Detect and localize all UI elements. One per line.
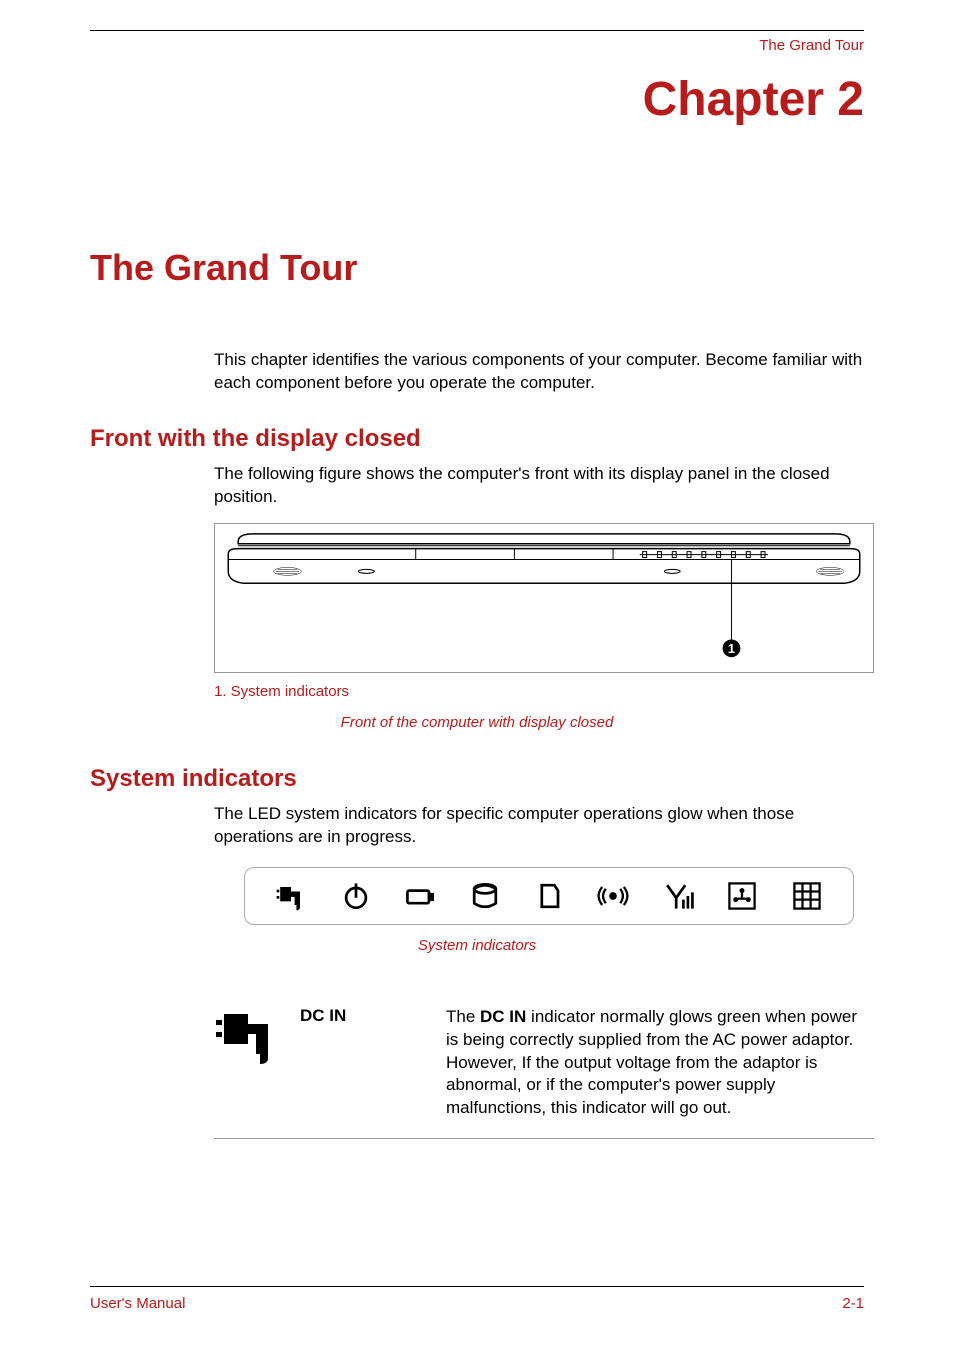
section-heading-indicators: System indicators <box>90 765 864 793</box>
section2-paragraph: The LED system indicators for specific c… <box>214 803 864 849</box>
battery-icon <box>402 878 438 914</box>
running-head: The Grand Tour <box>90 37 864 54</box>
section-heading-front: Front with the display closed <box>90 425 864 453</box>
indicators-panel <box>244 867 854 925</box>
indicator-row-dcin: DC IN The DC IN indicator normally glows… <box>214 988 874 1140</box>
memory-card-icon <box>531 878 567 914</box>
footer-right: 2-1 <box>842 1295 864 1312</box>
wwan-antenna-icon <box>660 878 696 914</box>
chapter-title: Chapter 2 <box>90 72 864 127</box>
header-rule <box>90 30 864 31</box>
figure-label-1: 1. System indicators <box>214 683 864 700</box>
figure1-caption: Front of the computer with display close… <box>90 714 864 731</box>
dc-in-icon <box>273 878 309 914</box>
figure2-caption: System indicators <box>90 937 864 954</box>
dc-in-large-icon <box>214 1006 284 1071</box>
section1-paragraph: The following figure shows the computer'… <box>214 463 864 509</box>
dcin-description: The DC IN indicator normally glows green… <box>446 1006 874 1121</box>
grid-icon <box>789 878 825 914</box>
page-footer: User's Manual 2-1 <box>90 1246 864 1312</box>
intro-paragraph: This chapter identifies the various comp… <box>214 349 864 395</box>
crosshair-icon <box>724 878 760 914</box>
page-title: The Grand Tour <box>90 247 864 289</box>
hdd-icon <box>467 878 503 914</box>
dcin-label: DC IN <box>300 1006 430 1026</box>
footer-left: User's Manual <box>90 1295 185 1312</box>
laptop-figure: 1 <box>214 523 864 673</box>
callout-1: 1 <box>728 641 735 656</box>
laptop-front-svg: 1 <box>215 524 873 672</box>
power-icon <box>338 878 374 914</box>
footer-rule <box>90 1286 864 1287</box>
wireless-icon <box>595 878 631 914</box>
